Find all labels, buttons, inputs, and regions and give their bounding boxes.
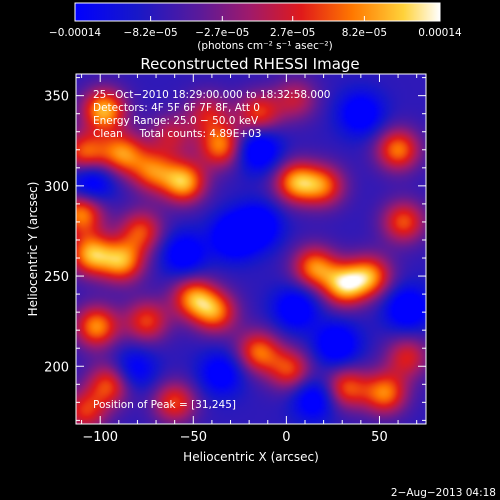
chart-title: Reconstructed RHESSI Image [140, 55, 359, 73]
x-tick-label: 0 [282, 430, 290, 445]
y-tick-label: 350 [44, 90, 69, 105]
colorbar [74, 2, 441, 22]
colorbar-tick-label: 2.7e−05 [270, 27, 315, 39]
colorbar-tick-label: −2.7e−05 [195, 27, 249, 39]
y-tick-label: 200 [44, 360, 69, 375]
y-tick-label: 250 [44, 270, 69, 285]
colorbar-ticks: −0.00014 −8.2e−05 −2.7e−05 2.7e−05 8.2e−05 0.… [49, 16, 462, 39]
colorbar-tick-label: 0.00014 [418, 27, 462, 39]
annotation-detectors: Detectors: 4F 5F 6F 7F 8F, Att 0 [93, 102, 260, 114]
axis-ticks [76, 74, 426, 424]
x-axis-label: Heliocentric X (arcsec) [183, 450, 319, 464]
x-tick-label: 50 [371, 430, 388, 445]
colorbar-unit-label: (photons cm⁻² s⁻¹ asec⁻²) [197, 40, 332, 52]
x-tick-label: −50 [180, 430, 207, 445]
annotation-energy-range: Energy Range: 25.0 − 50.0 keV [93, 115, 259, 127]
y-axis-label: Heliocentric Y (arcsec) [26, 182, 40, 317]
x-tick-labels: −100 −50 0 50 [82, 430, 387, 445]
colorbar-tick-label: 8.2e−05 [342, 27, 387, 39]
annotation-time-range: 25−Oct−2010 18:29:00.000 to 18:32:58.000 [93, 89, 330, 101]
colorbar-tick-label: −8.2e−05 [124, 27, 178, 39]
colorbar-tick-label: −0.00014 [49, 27, 102, 39]
annotation-clean-counts: Clean Total counts: 4.89E+03 [93, 128, 262, 140]
plot-frame [75, 73, 427, 425]
y-tick-labels: 200 250 300 350 [44, 90, 69, 376]
date-stamp: 2−Aug−2013 04:18 [391, 487, 496, 499]
y-tick-label: 300 [44, 180, 69, 195]
x-tick-label: −100 [82, 430, 118, 445]
annotation-peak-position: Position of Peak = [31,245] [93, 399, 236, 411]
heatmap-image [76, 74, 426, 424]
